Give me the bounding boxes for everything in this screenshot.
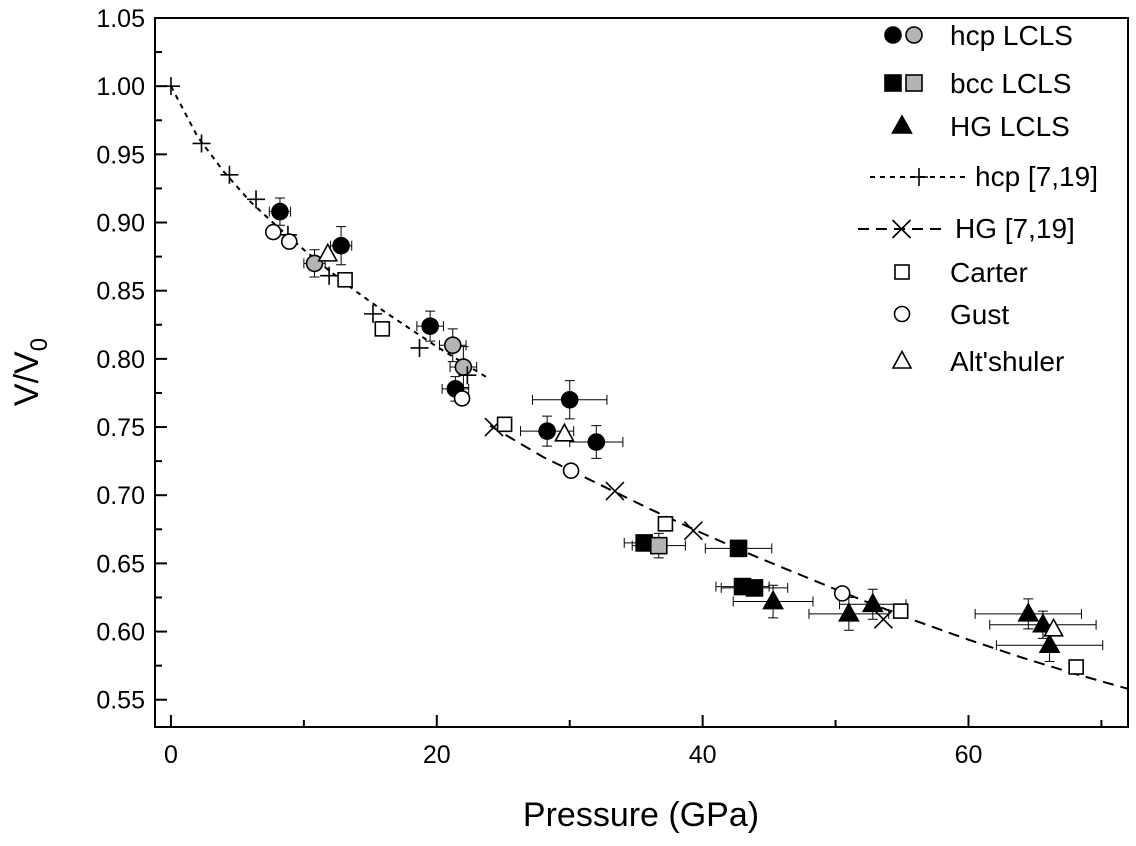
data-point [1068,659,1084,675]
data-point [560,390,579,409]
data-point [562,462,580,479]
data-point [337,271,353,288]
legend-entry: Carter [894,257,1028,288]
legend-symbol [894,264,910,280]
data-point [837,602,860,622]
data-markers [161,77,1084,675]
y-tick-label: 1.05 [96,5,145,33]
y-tick-label: 0.75 [96,414,145,442]
y-tick-label: 0.80 [96,346,145,374]
legend-label: HG LCLS [950,111,1070,142]
legend-symbol [891,349,913,369]
data-point [683,521,703,541]
x-tick-label: 60 [955,741,983,769]
data-point [458,366,477,385]
axis-ticks: 0 20 40 60 0.55 0.60 0.65 0.70 0.75 0.80 0.85 0.90 0… [96,5,1103,769]
data-point [454,358,473,376]
data-point [554,422,575,442]
y-tick-label: 0.60 [96,619,145,647]
legend-label: Gust [950,299,1009,330]
fit-curve-hcp [170,85,491,381]
legend-entry: hcp [7,19] [870,161,1098,192]
y-tick-label: 0.55 [96,687,145,715]
data-point [873,609,893,629]
data-point [605,481,625,501]
data-point [271,202,289,221]
y-tick-label: 1.00 [96,73,145,101]
data-point [443,336,462,355]
legend-entry: Gust [893,299,1009,330]
y-tick-label: 0.85 [96,278,145,306]
legend-symbol [858,219,945,239]
data-point [635,534,653,552]
data-point [320,266,339,285]
legend-entry: Alt'shuler [891,346,1064,377]
data-point [410,338,429,357]
y-tick-label: 0.65 [96,550,145,578]
data-point [363,304,382,323]
legend-symbol [884,26,923,44]
legend-entry: bcc LCLS [884,68,1071,99]
legend-symbol [870,168,968,186]
legend-symbol [893,305,911,323]
data-point [1038,633,1061,653]
data-point [657,516,674,532]
data-point [421,317,439,335]
data-point [1043,617,1064,637]
legend-label: Carter [950,257,1028,288]
data-point [317,242,339,262]
fit-curve-hg [489,424,1129,690]
data-point [453,390,471,407]
data-point [649,536,668,555]
data-point [1032,613,1054,633]
legend: hcp LCLS bcc LCLS HG LCLS hcp [7,19] HG [7,1… [858,20,1098,377]
data-point [745,579,764,597]
x-axis-title: Pressure (GPa) [523,796,759,834]
data-point [729,539,748,558]
legend-label: hcp LCLS [950,20,1073,51]
x-tick-label: 0 [164,741,178,769]
y-tick-label: 0.90 [96,210,145,238]
legend-entry: hcp LCLS [884,20,1073,51]
legend-label: bcc LCLS [950,68,1071,99]
data-point [762,589,784,610]
data-point [892,603,909,619]
y-tick-label: 0.70 [96,482,145,510]
legend-label: Alt'shuler [950,346,1064,377]
data-point [247,190,266,209]
legend-label: HG [7,19] [955,213,1075,244]
data-point [280,233,298,250]
axes [154,17,1129,728]
legend-symbol [891,114,913,134]
y-tick-label: 0.95 [96,141,145,169]
data-point [587,433,606,451]
legend-symbol [884,74,923,92]
fit-curves [170,85,1129,690]
data-point [496,416,513,433]
data-point [538,422,556,440]
legend-entry: HG LCLS [891,111,1070,142]
x-tick-label: 40 [689,741,717,769]
data-point [374,321,391,337]
y-axis-title-main: V/V [8,351,46,406]
data-point [220,165,239,184]
legend-label: hcp [7,19] [975,161,1098,192]
x-tick-label: 20 [423,741,451,769]
data-point [305,254,324,273]
data-point [833,585,851,602]
data-point [861,592,884,613]
y-axis-title-subscript: 0 [26,338,53,351]
data-point [192,134,211,153]
data-point [265,223,282,241]
plot-frame [154,17,1129,728]
y-axis-title: V/V0 [8,338,53,406]
data-point [332,236,350,255]
data-point [1017,602,1040,622]
legend-entry: HG [7,19] [858,213,1075,244]
